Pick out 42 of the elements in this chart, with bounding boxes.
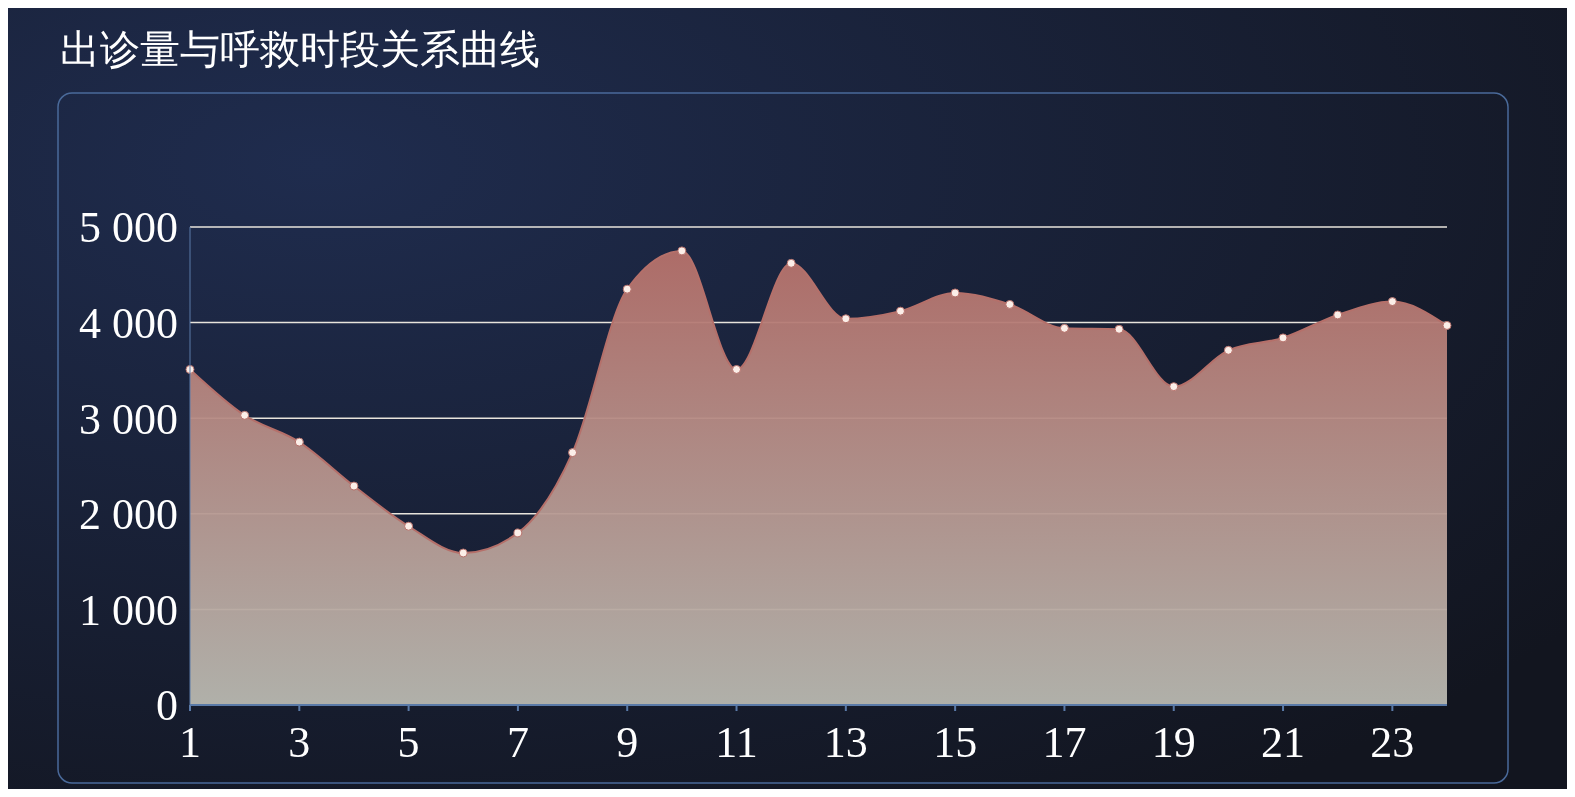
point [1387,297,1397,307]
point [1114,324,1124,334]
point [568,448,578,458]
point [895,306,905,316]
x-tick-label: 9 [616,718,639,767]
x-tick-label: 5 [397,718,420,767]
point [786,258,796,268]
x-tick-label: 17 [1042,718,1087,767]
x-tick-label: 19 [1151,718,1196,767]
x-tick-label: 15 [933,718,978,767]
y-tick-label: 1 000 [79,585,178,635]
point [349,481,359,491]
point [677,246,687,256]
y-tick-label: 2 000 [79,490,178,540]
x-tick-label: 13 [823,718,868,767]
point [1169,382,1179,392]
point [732,364,742,374]
point [1223,345,1233,355]
point [240,410,250,420]
x-tick-label: 23 [1370,718,1415,767]
y-tick-label: 4 000 [79,299,178,348]
point [513,528,523,538]
x-tick-label: 3 [288,718,311,767]
y-tick-label: 3 000 [79,394,178,444]
point [404,521,414,531]
chart-title: 出诊量与呼救时段关系曲线 [60,27,540,72]
point [294,437,304,447]
point [1059,323,1069,333]
x-tick-label: 1 [179,718,201,767]
point [622,284,632,294]
point [458,548,468,558]
point [950,288,960,298]
y-tick-label: 5 000 [79,203,178,253]
point [1278,333,1288,343]
point [1442,320,1452,330]
point [1005,299,1015,309]
point [1333,310,1343,320]
point [841,314,851,324]
x-tick-label: 7 [506,718,529,767]
x-tick-label: 11 [715,718,758,767]
y-tick-label: 0 [156,681,178,731]
x-tick-label: 21 [1261,718,1306,767]
